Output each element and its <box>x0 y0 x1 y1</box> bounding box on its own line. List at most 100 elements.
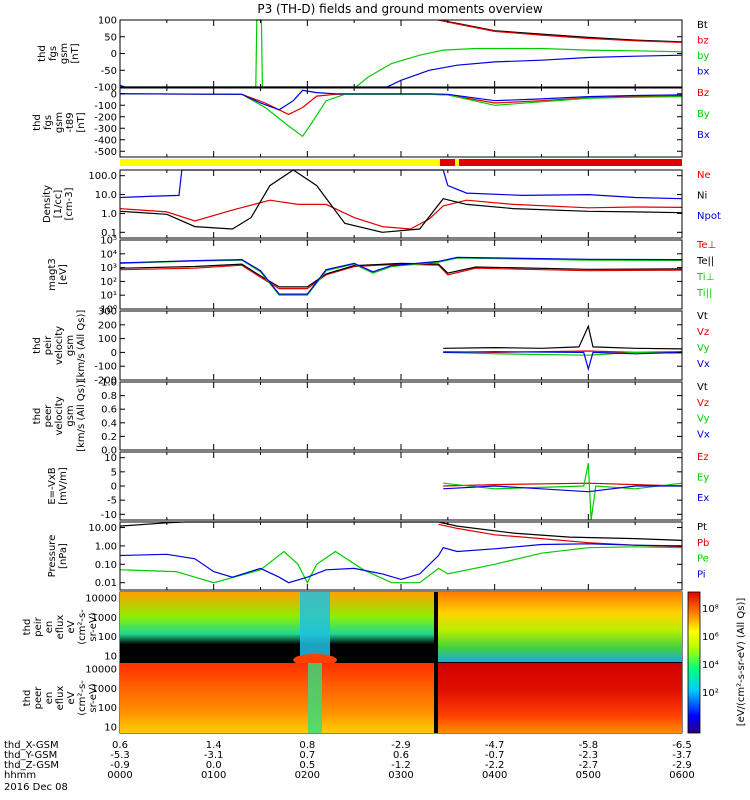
y-tick-label: -50 <box>101 66 117 77</box>
panel-frame <box>119 19 683 88</box>
legend-efield-1: Ey <box>697 473 709 484</box>
y-tick-label: 200 <box>98 320 117 331</box>
y-axis-label-line: [nT] <box>76 112 87 132</box>
y-axis-label-line: [eV] <box>58 264 69 285</box>
y-axis-label-line: [mV/m] <box>58 467 69 505</box>
footer-value: 0400 <box>482 770 507 781</box>
y-tick-label: 1.0 <box>101 209 117 220</box>
y-tick-label: 50 <box>104 32 117 43</box>
footer-value: 1.4 <box>206 740 222 751</box>
legend-pressure-3: Pi <box>697 569 706 580</box>
legend-temperature-1: Te|| <box>696 256 714 267</box>
peer-spectrogram-dawn-fill <box>120 663 438 733</box>
y-tick-label: 100 <box>98 632 117 643</box>
colorbar: 10⁸ 10⁶ 10⁴ 10² [eV/(cm²-s-sr-eV) (All Q… <box>687 591 747 734</box>
footer-value: -3.7 <box>672 750 692 761</box>
series-density-Npot <box>119 169 683 200</box>
panel-peer_velocity: 1.0 0.8 0.6 0.4 0.2 0.0 thd peer velocity gsm [km/… <box>32 378 710 457</box>
legend-density-0: Ne <box>697 170 711 181</box>
footer-date: 2016 Dec 08 <box>4 782 68 793</box>
footer-value: -2.7 <box>579 760 599 771</box>
y-axis-label-line: peer <box>33 686 44 710</box>
legend-peir_velocity-1: Vz <box>697 327 709 338</box>
legend-fgs_t89-1: By <box>697 109 710 120</box>
quality-bar-flag-segment-2 <box>459 159 682 166</box>
panel-temperature: 10⁵ 10⁴ 10³ 10² 10¹ 10⁰ magt3 [eV] Te⊥ Te|| Ti⊥ Ti|… <box>47 236 716 316</box>
y-axis-label-line: gsm <box>65 335 76 356</box>
peir-spectrogram-night-fill <box>438 592 682 662</box>
y-axis-label-line: velocity <box>54 396 65 435</box>
peir-spectrogram-data-gap <box>434 592 438 662</box>
y-axis-label-line: [cm-3] <box>64 187 75 220</box>
legend-peer_velocity-0: Vt <box>697 382 708 393</box>
y-axis-label-line: gsm <box>59 43 70 64</box>
y-tick-label: 100 <box>98 16 117 27</box>
y-tick-label: 10.0 <box>95 190 117 201</box>
y-tick-label: -100 <box>94 101 117 112</box>
y-tick-label: 0.6 <box>101 405 117 416</box>
y-axis-label-line: magt3 <box>47 258 58 291</box>
y-axis-label-line: peer <box>43 404 54 428</box>
footer-value: 0.0 <box>206 760 222 771</box>
y-tick-label: -100 <box>94 362 117 373</box>
series-temperature-Ti <box>119 256 683 295</box>
legend-fgs-0: Bt <box>697 20 708 31</box>
y-tick-label: 0 <box>111 348 117 359</box>
legend-pressure-2: Pe <box>697 554 709 565</box>
y-tick-label: 100 <box>98 334 117 345</box>
legend-peir_velocity-3: Vx <box>697 359 710 370</box>
y-tick-label: 100 <box>98 703 117 714</box>
y-axis-label-line: thd <box>32 114 43 131</box>
legend-peir_velocity-2: Vy <box>697 343 710 354</box>
series-pressure-Pb <box>438 523 683 548</box>
legend-pressure-1: Pb <box>697 538 709 549</box>
y-tick-label: 10 <box>104 453 117 464</box>
peer-spectrogram-night-fill <box>438 663 682 733</box>
y-axis-label-line: peir <box>43 335 54 355</box>
legend-peir_velocity-0: Vt <box>697 311 708 322</box>
y-axis-label-line: gsm <box>54 112 65 133</box>
y-tick-label: 10³ <box>100 263 117 274</box>
quality-flag-bar <box>120 159 682 166</box>
y-tick-label: 10¹ <box>100 291 117 302</box>
y-axis-label-line: [km/s (All Qs)] <box>76 380 87 452</box>
legend-density-1: Ni <box>697 191 707 202</box>
y-tick-label: 10000 <box>85 593 117 604</box>
y-axis-label-line: Pressure <box>47 535 58 578</box>
legend-peer_velocity-1: Vz <box>697 398 709 409</box>
series-fgs-by <box>120 19 683 88</box>
footer-value: -5.3 <box>110 750 130 761</box>
colorbar-tick-2: 10⁶ <box>702 632 719 643</box>
y-axis-label-line: eV <box>66 620 77 633</box>
footer-row-name: thd_Y-GSM <box>4 750 57 761</box>
y-tick-label: 1.0 <box>101 378 117 389</box>
y-tick-label: -200 <box>94 112 117 123</box>
y-axis-label-line: gsm <box>65 405 76 426</box>
y-tick-label: 10 <box>104 652 117 663</box>
y-tick-label: 0.2 <box>101 432 117 443</box>
peir-spectrogram <box>120 592 682 666</box>
y-axis-label-line: en <box>44 621 55 634</box>
footer-value: 0600 <box>669 770 694 781</box>
panel-frame <box>119 381 683 451</box>
y-tick-label: 300 <box>98 307 117 318</box>
y-axis-label-line: en <box>44 692 55 705</box>
y-tick-label: 5 <box>111 467 117 478</box>
footer-value: 0.5 <box>299 760 315 771</box>
legend-temperature-0: Te⊥ <box>696 240 716 251</box>
footer-value: 0200 <box>295 770 320 781</box>
footer-row-name: thd_X-GSM <box>4 740 59 751</box>
y-tick-label: 0 <box>111 482 117 493</box>
y-tick-label: 0.0 <box>101 446 117 457</box>
colorbar-tick-4: 10² <box>702 688 719 699</box>
series-efield-Ey <box>443 463 683 521</box>
footer-value: -3.1 <box>204 750 224 761</box>
y-tick-label: -300 <box>94 124 117 135</box>
legend-temperature-3: Ti|| <box>696 288 712 299</box>
y-axis-label-line: [nT] <box>70 43 81 63</box>
legend-peer_velocity-3: Vx <box>697 429 710 440</box>
y-axis-label-line: thd <box>32 408 43 425</box>
legend-efield-0: Ez <box>697 452 709 463</box>
series-pressure-Pi <box>119 543 683 584</box>
